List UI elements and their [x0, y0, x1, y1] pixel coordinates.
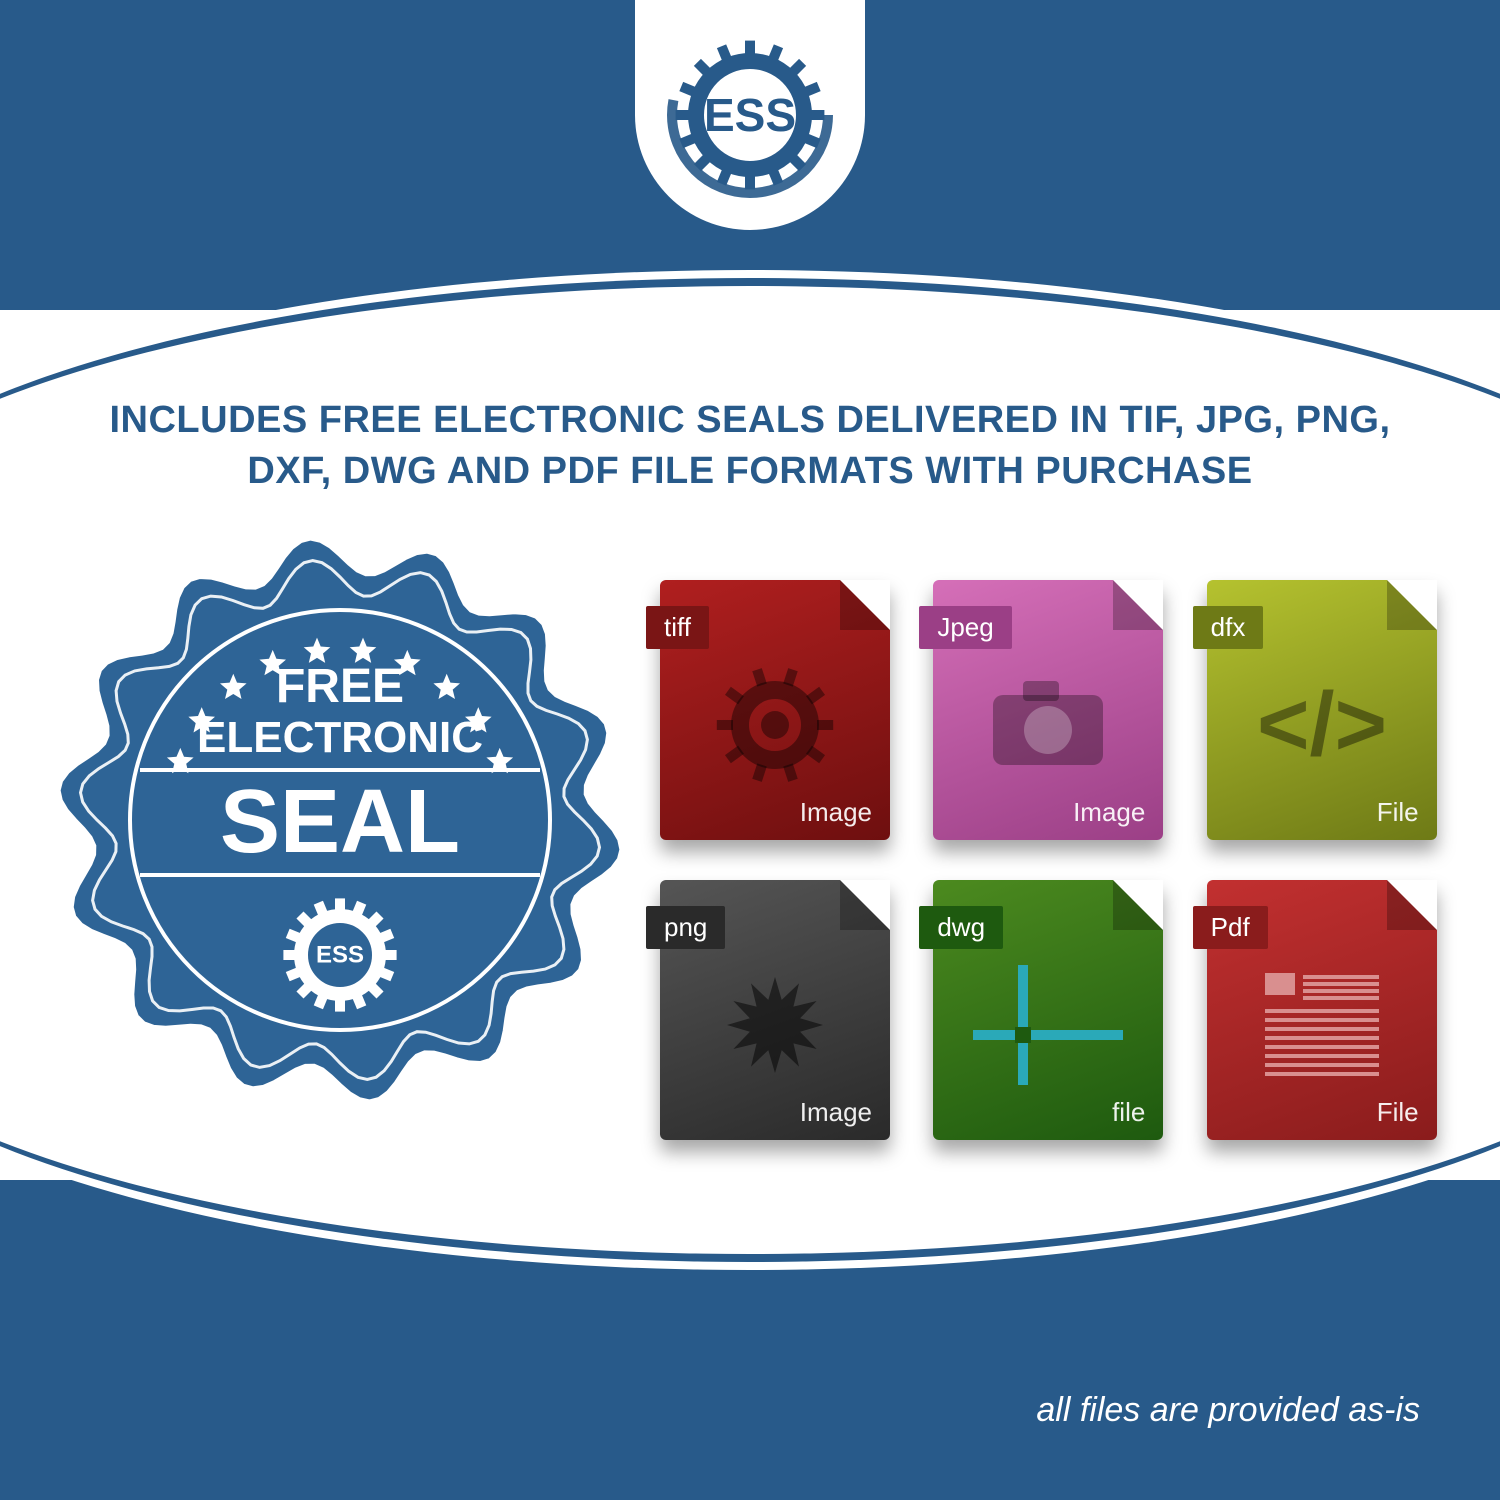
grid-icon: [933, 965, 1163, 1090]
disclaimer-text: all files are provided as-is: [1036, 1391, 1420, 1430]
file-card-tiff: tiffImage: [660, 580, 890, 840]
file-type-label: File: [1377, 797, 1419, 828]
svg-text:ELECTRONIC: ELECTRONIC: [197, 713, 483, 762]
file-format-tag: Pdf: [1193, 906, 1268, 949]
file-format-grid: tiffImageJpegImagedfx</>FilepngImagedwgf…: [660, 540, 1440, 1140]
svg-text:SEAL: SEAL: [220, 772, 460, 872]
svg-text:ESS: ESS: [704, 89, 796, 141]
page-fold-icon: [1387, 580, 1437, 630]
file-card-pdf: PdfFile: [1207, 880, 1437, 1140]
file-format-tag: Jpeg: [919, 606, 1011, 649]
file-type-label: Image: [800, 1097, 872, 1128]
file-type-label: File: [1377, 1097, 1419, 1128]
code-icon: </>: [1207, 665, 1437, 790]
doc-icon: [1207, 965, 1437, 1090]
page-fold-icon: [1113, 580, 1163, 630]
file-card-png: pngImage: [660, 880, 890, 1140]
page-fold-icon: [1387, 880, 1437, 930]
free-electronic-seal-badge: FREEELECTRONIC SEAL ESS: [60, 540, 620, 1100]
file-card-dwg: dwgfile: [933, 880, 1163, 1140]
file-format-tag: dwg: [919, 906, 1003, 949]
burst-icon: [660, 965, 890, 1090]
page-fold-icon: [1113, 880, 1163, 930]
file-card-jpeg: JpegImage: [933, 580, 1163, 840]
file-card-dfx: dfx</>File: [1207, 580, 1437, 840]
content-row: FREEELECTRONICSEALESS tiffImageJpegImage…: [60, 540, 1440, 1140]
svg-text:</>: </>: [1257, 675, 1387, 775]
file-type-label: Image: [1073, 797, 1145, 828]
file-type-label: Image: [800, 797, 872, 828]
page-fold-icon: [840, 880, 890, 930]
camera-icon: [933, 665, 1163, 790]
file-type-label: file: [1112, 1097, 1145, 1128]
gear-icon: [660, 665, 890, 790]
file-format-tag: png: [646, 906, 725, 949]
headline-text: INCLUDES FREE ELECTRONIC SEALS DELIVERED…: [80, 395, 1420, 498]
ess-gear-icon: ESS: [665, 30, 835, 200]
page-fold-icon: [840, 580, 890, 630]
logo-badge: ESS: [635, 0, 865, 230]
svg-text:ESS: ESS: [316, 942, 364, 969]
file-format-tag: dfx: [1193, 606, 1264, 649]
file-format-tag: tiff: [646, 606, 709, 649]
svg-text:FREE: FREE: [276, 660, 404, 713]
